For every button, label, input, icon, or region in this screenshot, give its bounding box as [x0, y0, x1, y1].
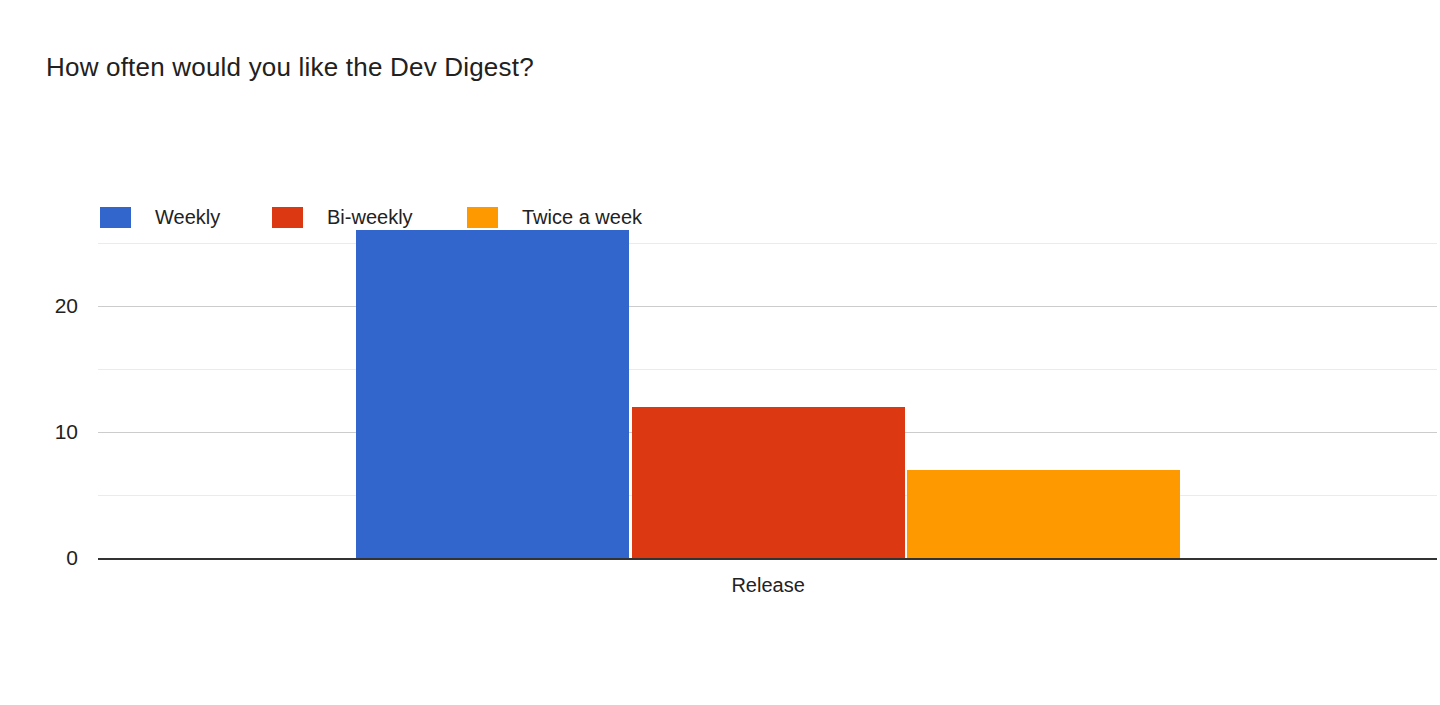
- y-axis-tick-label: 0: [0, 546, 78, 570]
- legend-swatch-bi-weekly: [272, 207, 303, 228]
- legend-item-bi-weekly: Bi-weekly: [272, 206, 413, 228]
- bar-bi-weekly[interactable]: [632, 407, 905, 558]
- x-axis-line: [98, 558, 1437, 560]
- x-axis-category-label: Release: [668, 574, 868, 597]
- legend-label: Weekly: [155, 206, 220, 229]
- minor-gridline: [98, 243, 1437, 244]
- legend-swatch-twice-a-week: [467, 207, 498, 228]
- y-axis-tick-label: 20: [0, 294, 78, 318]
- legend-swatch-weekly: [100, 207, 131, 228]
- legend-label: Bi-weekly: [327, 206, 413, 229]
- legend-label: Twice a week: [522, 206, 642, 229]
- bar-chart-plot: 0 10 20 Release: [0, 0, 1440, 705]
- minor-gridline: [98, 369, 1437, 370]
- bar-weekly[interactable]: [356, 230, 629, 558]
- bar-twice-a-week[interactable]: [907, 470, 1180, 558]
- legend-item-weekly: Weekly: [100, 206, 220, 228]
- form-response-chart-page: How often would you like the Dev Digest?…: [0, 0, 1440, 705]
- y-axis-tick-label: 10: [0, 420, 78, 444]
- legend-item-twice-a-week: Twice a week: [467, 206, 642, 228]
- major-gridline: [98, 306, 1437, 307]
